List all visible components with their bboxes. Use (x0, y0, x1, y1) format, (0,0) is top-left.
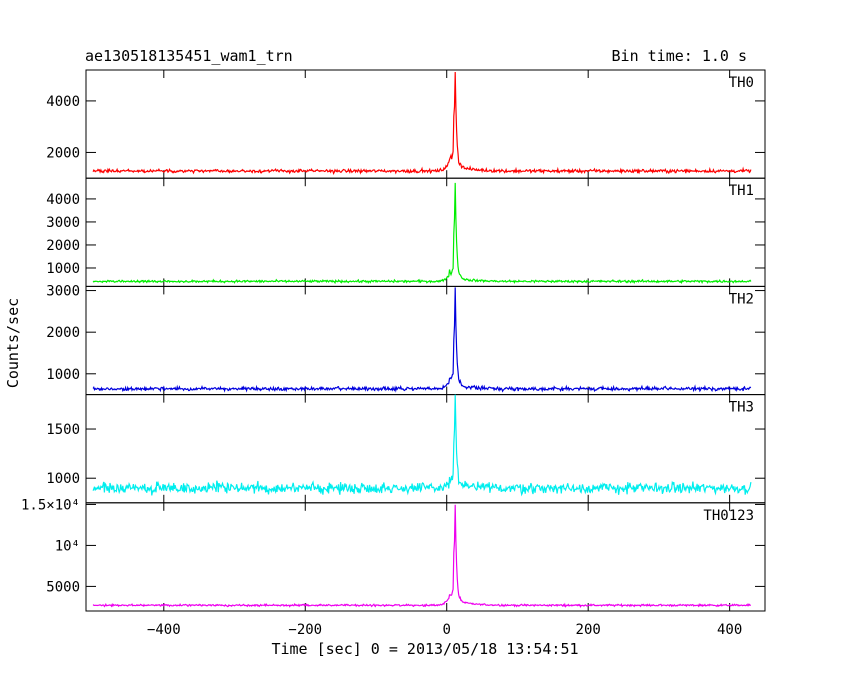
ytick-label-TH1: 4000 (46, 192, 80, 208)
ytick-label-TH2: 1000 (46, 367, 80, 383)
panel-label-TH0: TH0 (729, 75, 754, 91)
ytick-label-TH2: 3000 (46, 284, 80, 300)
ytick-label-TH0: 2000 (46, 145, 80, 161)
panel-label-TH1: TH1 (729, 183, 754, 199)
ytick-label-TH3: 1500 (46, 422, 80, 438)
ytick-label-TH1: 2000 (46, 238, 80, 254)
chart-title-left: ae130518135451_wam1_trn (85, 47, 293, 65)
xtick-label: −400 (147, 622, 181, 638)
series-line-TH0123 (92, 504, 751, 608)
ytick-label-TH0123: 5000 (46, 579, 80, 595)
panel-frame-TH1 (85, 177, 766, 287)
ytick-label-TH0123: 10⁴ (55, 538, 80, 554)
panel-label-TH3: TH3 (729, 400, 754, 416)
ytick-label-TH0123: 1.5×10⁴ (21, 497, 80, 513)
chart-title-right: Bin time: 1.0 s (612, 47, 747, 65)
y-axis-label: Counts/sec (4, 298, 22, 388)
xtick-label: 400 (717, 622, 742, 638)
series-line-TH3 (92, 394, 752, 497)
ytick-label-TH1: 1000 (46, 261, 80, 277)
panel-label-TH0123: TH0123 (703, 508, 754, 524)
panel-frame-TH0 (85, 69, 766, 179)
xtick-label: −200 (288, 622, 322, 638)
x-axis-label: Time [sec] 0 = 2013/05/18 13:54:51 (271, 640, 578, 658)
panel-frame-TH0123 (85, 502, 766, 612)
ytick-label-TH2: 2000 (46, 325, 80, 341)
ytick-label-TH3: 1000 (46, 471, 80, 487)
series-line-TH2 (92, 287, 752, 393)
series-line-TH0 (92, 71, 752, 175)
xtick-label: 0 (443, 622, 451, 638)
ytick-label-TH0: 4000 (46, 94, 80, 110)
panel-label-TH2: TH2 (729, 291, 754, 307)
panel-frame-TH2 (85, 285, 766, 396)
xtick-label: 200 (576, 622, 601, 638)
panels-group: 20004000TH01000200030004000TH11000200030… (21, 69, 766, 638)
panel-frame-TH3 (85, 394, 766, 504)
series-line-TH1 (92, 182, 752, 285)
ytick-label-TH1: 3000 (46, 215, 80, 231)
